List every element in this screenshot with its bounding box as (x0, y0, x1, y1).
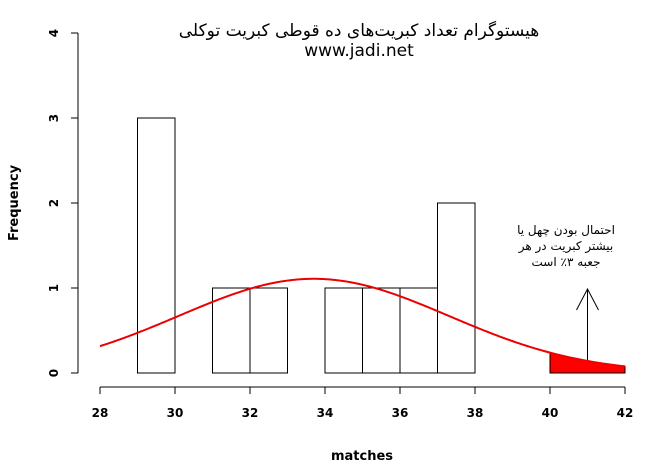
y-tick-label: 2 (47, 199, 61, 207)
x-tick-label: 28 (92, 406, 109, 420)
y-tick-label: 3 (47, 114, 61, 122)
x-tick-label: 36 (392, 406, 409, 420)
annotation-line: احتمال بودن چهل یا (517, 223, 615, 238)
chart-subtitle: www.jadi.net (304, 41, 414, 61)
x-tick-label: 38 (467, 406, 484, 420)
x-tick-label: 42 (617, 406, 634, 420)
x-tick-label: 32 (242, 406, 259, 420)
x-axis-label: matches (331, 449, 393, 464)
arrow-up-icon (576, 287, 599, 311)
x-tick-label: 30 (167, 406, 184, 420)
histogram-bar (137, 117, 176, 374)
annotation-line: جعبه ۳٪ است (532, 255, 601, 269)
y-tick-label: 0 (47, 369, 61, 377)
histogram-bar (399, 287, 438, 374)
y-axis-label: Frequency (7, 164, 22, 241)
y-tick-label: 4 (47, 29, 61, 37)
histogram-bar (362, 287, 401, 374)
x-tick-label: 40 (542, 406, 559, 420)
histogram-bar (324, 287, 363, 374)
histogram-bar (437, 202, 476, 374)
x-tick-label: 34 (317, 406, 334, 420)
histogram-bar (249, 287, 288, 374)
normal-curve-line (99, 277, 626, 368)
normal-curve-group (99, 277, 626, 374)
bars-group (137, 117, 476, 374)
annotation-line: بیشتر کبریت در هر (518, 239, 614, 254)
chart-title: هیستوگرام تعداد کبریت‌های ده قوطی کبریت … (179, 20, 539, 41)
y-tick-label: 1 (47, 284, 61, 292)
